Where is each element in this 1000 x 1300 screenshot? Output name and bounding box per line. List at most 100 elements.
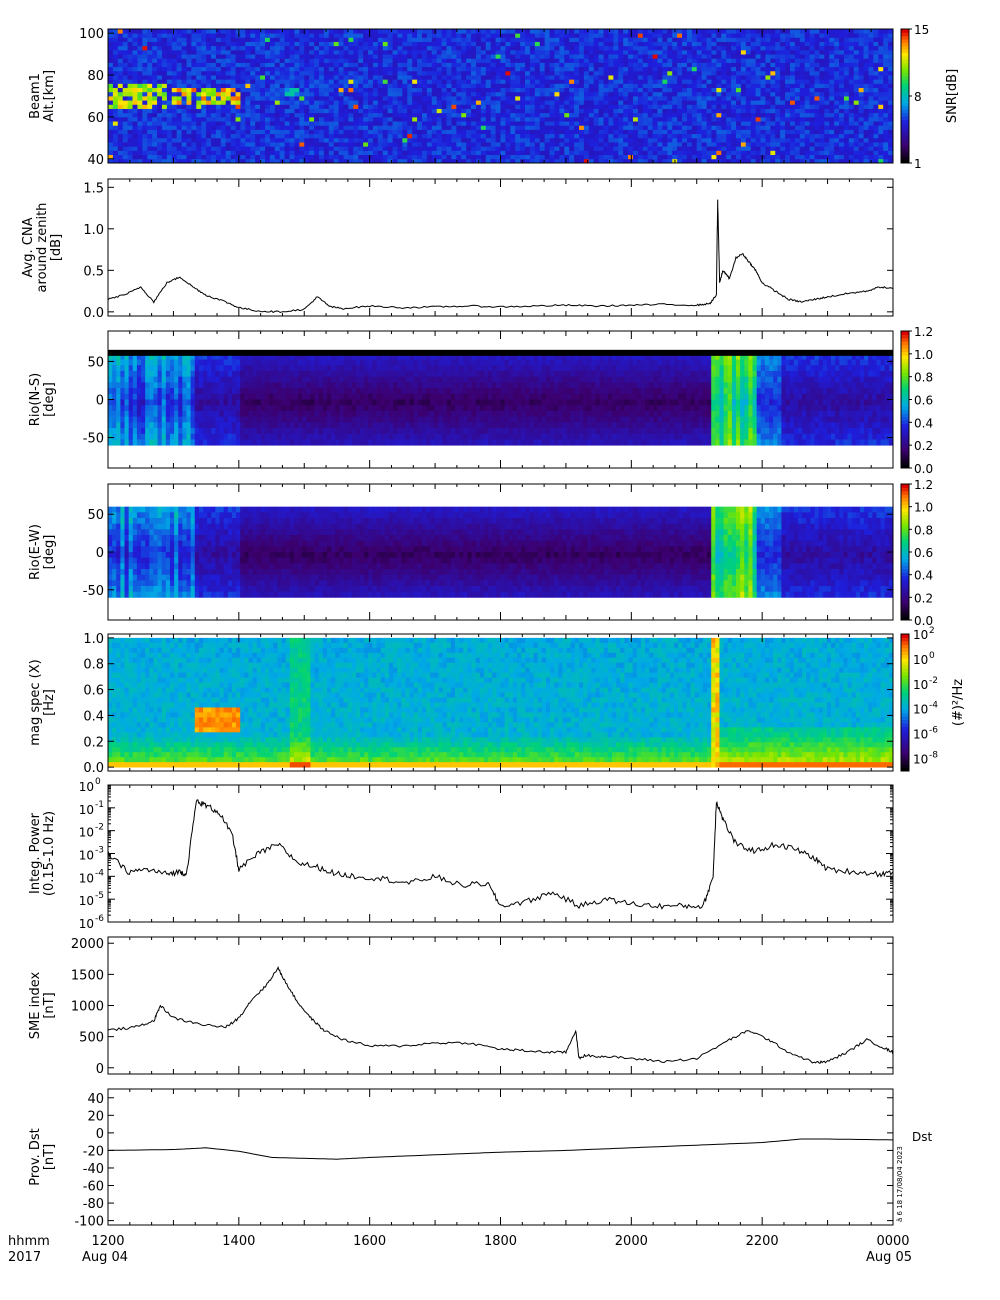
- beam1-cell: [147, 54, 153, 59]
- beam1-cell: [775, 142, 781, 147]
- beam1-cell: [750, 104, 757, 109]
- beam1-cell: [873, 146, 879, 151]
- beam1-cell: [392, 87, 398, 93]
- beam1-cell: [490, 154, 496, 160]
- beam1-cell: [265, 129, 271, 135]
- beam1-cell: [397, 142, 403, 147]
- beam1-cell: [461, 146, 467, 151]
- beam1-cell: [377, 154, 384, 160]
- beam1-cell: [471, 70, 477, 76]
- beam1-cell: [112, 116, 119, 122]
- beam1-cell: [745, 150, 752, 156]
- beam1-cell: [696, 112, 703, 118]
- beam1-cell: [230, 158, 236, 164]
- beam1-cell: [402, 87, 408, 93]
- beam1-cell: [299, 58, 305, 63]
- beam1-cell: [652, 108, 658, 114]
- beam1-cell: [829, 158, 835, 164]
- beam1-cell: [726, 83, 732, 89]
- beam1-cell: [260, 129, 266, 135]
- beam1-cell: [853, 58, 860, 63]
- beam1-cell: [368, 146, 374, 151]
- beam1-cell: [402, 146, 408, 151]
- beam1-cell: [863, 83, 869, 89]
- beam1-cell: [848, 70, 855, 76]
- beam1-cell: [480, 125, 487, 130]
- beam1-cell: [265, 66, 271, 72]
- beam1-cell: [858, 29, 864, 34]
- beam1-cell: [736, 150, 742, 156]
- beam1-cell: [686, 154, 693, 160]
- beam1-cell: [309, 49, 315, 55]
- beam1-cell: [706, 129, 712, 135]
- beam1-cell: [220, 96, 227, 101]
- beam1-cell: [206, 121, 212, 126]
- beam1-cell: [520, 91, 526, 97]
- beam1-cell: [853, 116, 860, 122]
- beam1-cell: [642, 41, 649, 47]
- beam1-cell: [736, 96, 742, 101]
- beam1-cell: [181, 142, 187, 147]
- beam1-cell: [397, 91, 403, 97]
- beam1-cell: [274, 37, 281, 42]
- beam1-cell: [564, 83, 570, 89]
- beam1-cell: [667, 150, 673, 156]
- beam1-cell: [260, 104, 266, 109]
- beam1-cell: [176, 158, 182, 164]
- beam1-cell: [294, 137, 300, 143]
- beam1-cell: [318, 41, 325, 47]
- beam1-cell: [731, 66, 737, 72]
- beam1-cell: [431, 133, 438, 139]
- beam1-cell: [377, 129, 384, 135]
- beam1-cell: [520, 49, 526, 55]
- beam1-cell: [382, 33, 389, 38]
- beam1-cell: [613, 79, 619, 84]
- beam1-cell: [853, 79, 860, 84]
- beam1-cell: [417, 41, 423, 47]
- beam1-cell: [191, 41, 197, 47]
- beam1-cell: [868, 66, 874, 72]
- beam1-cell: [711, 33, 717, 38]
- beam1-cell: [814, 70, 820, 76]
- beam1-cell: [696, 108, 703, 114]
- beam1-cell: [451, 158, 457, 164]
- beam1-cell: [549, 54, 555, 59]
- beam1-cell: [745, 79, 752, 84]
- beam1-cell: [328, 70, 335, 76]
- beam1-cell: [834, 62, 840, 68]
- beam1-cell: [466, 146, 472, 151]
- beam1-cell: [402, 66, 408, 72]
- beam1-cell: [760, 121, 766, 126]
- beam1-cell: [569, 33, 575, 38]
- beam1-cell: [706, 96, 712, 101]
- beam1-cell: [441, 125, 447, 130]
- beam1-cell: [412, 49, 418, 55]
- beam1-cell: [632, 75, 639, 80]
- beam1-cell: [495, 79, 501, 84]
- beam1-cell: [436, 29, 443, 34]
- beam1-cell: [255, 116, 261, 122]
- beam1-cell: [480, 83, 487, 89]
- beam1-cell: [480, 66, 487, 72]
- beam1-cell: [613, 41, 619, 47]
- beam1-cell: [853, 70, 860, 76]
- beam1-cell: [628, 121, 634, 126]
- beam1-cell: [338, 54, 344, 59]
- beam1-cell: [608, 125, 614, 130]
- beam1-cell: [122, 45, 129, 51]
- beam1-cell: [456, 154, 462, 160]
- beam1-cell: [858, 54, 864, 59]
- beam1-cell: [485, 104, 492, 109]
- beam1-cell: [191, 66, 197, 72]
- beam1-cell: [525, 41, 531, 47]
- beam1-cell: [785, 154, 791, 160]
- beam1-cell: [274, 66, 281, 72]
- beam1-cell: [412, 62, 418, 68]
- beam1-cell: [314, 83, 320, 89]
- beam1-cell: [166, 37, 173, 42]
- beam1-cell: [824, 91, 830, 97]
- beam1-cell: [544, 104, 550, 109]
- beam1-cell: [706, 58, 712, 63]
- beam1-cell: [628, 79, 634, 84]
- beam1-cell: [215, 112, 222, 118]
